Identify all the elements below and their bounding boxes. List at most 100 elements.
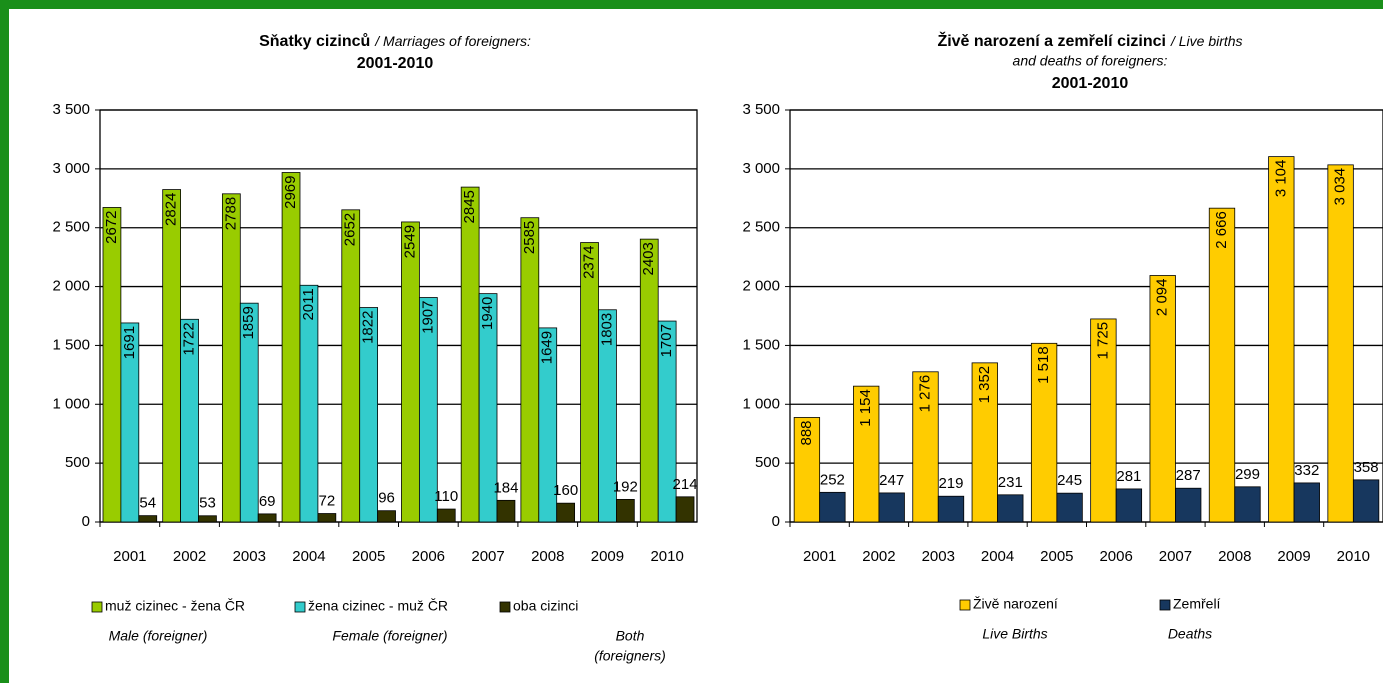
x-tick-label: 2009 — [1277, 548, 1310, 565]
x-tick-label: 2010 — [1337, 548, 1370, 565]
data-label: 252 — [820, 471, 845, 488]
bar — [162, 189, 181, 523]
bar — [1056, 492, 1083, 523]
data-label: 2672 — [103, 210, 120, 243]
data-label: 72 — [319, 492, 336, 509]
bar — [299, 284, 319, 523]
bar — [819, 491, 846, 523]
x-tick-label: 2001 — [113, 548, 146, 565]
bar — [138, 515, 158, 523]
bar — [359, 307, 379, 523]
y-tick-label: 1 000 — [52, 395, 90, 412]
data-label: 2969 — [282, 176, 299, 209]
data-label: 1940 — [479, 297, 496, 330]
data-label: 281 — [1116, 468, 1141, 485]
data-label: 192 — [613, 478, 638, 495]
data-label: 2374 — [581, 246, 598, 279]
y-tick-label: 0 — [82, 513, 90, 530]
y-tick-label: 2 500 — [52, 219, 90, 236]
data-label: 2585 — [521, 221, 538, 254]
bar — [418, 297, 438, 523]
data-label: 1907 — [419, 301, 436, 334]
bar — [912, 371, 939, 523]
bar — [675, 496, 695, 523]
x-tick-label: 2003 — [922, 548, 955, 565]
bar — [281, 172, 301, 523]
bar — [377, 510, 396, 523]
data-label: 1 276 — [916, 375, 933, 413]
title-en: and deaths of foreigners: — [1013, 53, 1168, 69]
data-label: 219 — [938, 475, 963, 492]
data-label: 160 — [553, 482, 578, 499]
y-tick-label: 1 500 — [52, 336, 90, 353]
chart-title: Živě narození a zemřelí cizinci / Live bi… — [937, 31, 1242, 50]
data-label: 54 — [139, 495, 156, 512]
bar — [341, 209, 361, 523]
x-tick-label: 2006 — [1099, 548, 1132, 565]
bar — [1175, 487, 1202, 523]
data-label: 2011 — [300, 288, 317, 320]
legend-label-en: Live Births — [982, 626, 1047, 642]
bar — [1208, 207, 1236, 523]
x-tick-label: 2005 — [1040, 548, 1073, 565]
bar — [616, 498, 635, 523]
x-tick-label: 2004 — [292, 548, 325, 565]
x-tick-label: 2007 — [1159, 548, 1192, 565]
bar — [1234, 486, 1261, 523]
title-en: / Marriages of foreigners: — [374, 33, 531, 49]
bar — [317, 513, 337, 523]
chart-period: 2001-2010 — [357, 55, 434, 72]
x-tick-label: 2002 — [862, 548, 895, 565]
data-label: 1859 — [240, 306, 257, 339]
y-tick-label: 0 — [772, 513, 780, 530]
x-tick-label: 2009 — [591, 548, 624, 565]
legend-swatch — [1159, 599, 1171, 611]
x-tick-label: 2008 — [531, 548, 564, 565]
legend-swatch — [499, 601, 511, 613]
x-tick-label: 2001 — [803, 548, 836, 565]
bar — [180, 318, 199, 523]
legend-swatch — [91, 601, 103, 613]
data-label: 1707 — [658, 324, 675, 357]
bar — [598, 309, 617, 523]
data-label: 3 034 — [1332, 168, 1349, 206]
title-cz: Živě narození a zemřelí cizinci — [937, 31, 1166, 50]
data-label: 110 — [434, 488, 458, 505]
bar — [853, 385, 880, 523]
bar — [239, 302, 259, 523]
data-label: 888 — [798, 420, 815, 445]
data-label: 299 — [1235, 466, 1260, 483]
data-label: 1649 — [539, 331, 556, 364]
data-label: 53 — [199, 495, 216, 512]
legend-label-en: Male (foreigner) — [109, 628, 208, 644]
x-tick-label: 2007 — [471, 548, 504, 565]
data-label: 2652 — [342, 213, 359, 246]
data-label: 2788 — [222, 197, 239, 230]
data-label: 1 352 — [976, 366, 993, 404]
bar — [198, 515, 217, 523]
bar — [401, 221, 420, 523]
bar — [639, 238, 659, 523]
data-label: 287 — [1176, 467, 1201, 484]
legend-label-en: Female (foreigner) — [332, 628, 447, 644]
bar — [1030, 342, 1058, 523]
bar — [538, 327, 558, 523]
data-label: 2403 — [640, 242, 657, 275]
legend-swatch — [959, 599, 971, 611]
y-tick-label: 1 000 — [742, 395, 780, 412]
bar — [580, 242, 599, 523]
y-tick-label: 1 500 — [742, 336, 780, 353]
data-label: 1 518 — [1035, 346, 1052, 384]
legend-label: oba cizinci — [513, 598, 578, 614]
bar — [971, 362, 998, 523]
legend-label: Zemřelí — [1173, 596, 1221, 612]
data-label: 247 — [879, 472, 904, 489]
bar — [657, 320, 677, 523]
bar — [793, 417, 821, 523]
legend-label: Živě narození — [973, 596, 1058, 612]
bar — [997, 494, 1024, 523]
data-label: 2845 — [461, 190, 478, 223]
x-tick-label: 2010 — [650, 548, 683, 565]
bar — [878, 492, 905, 523]
data-label: 3 104 — [1272, 160, 1289, 198]
